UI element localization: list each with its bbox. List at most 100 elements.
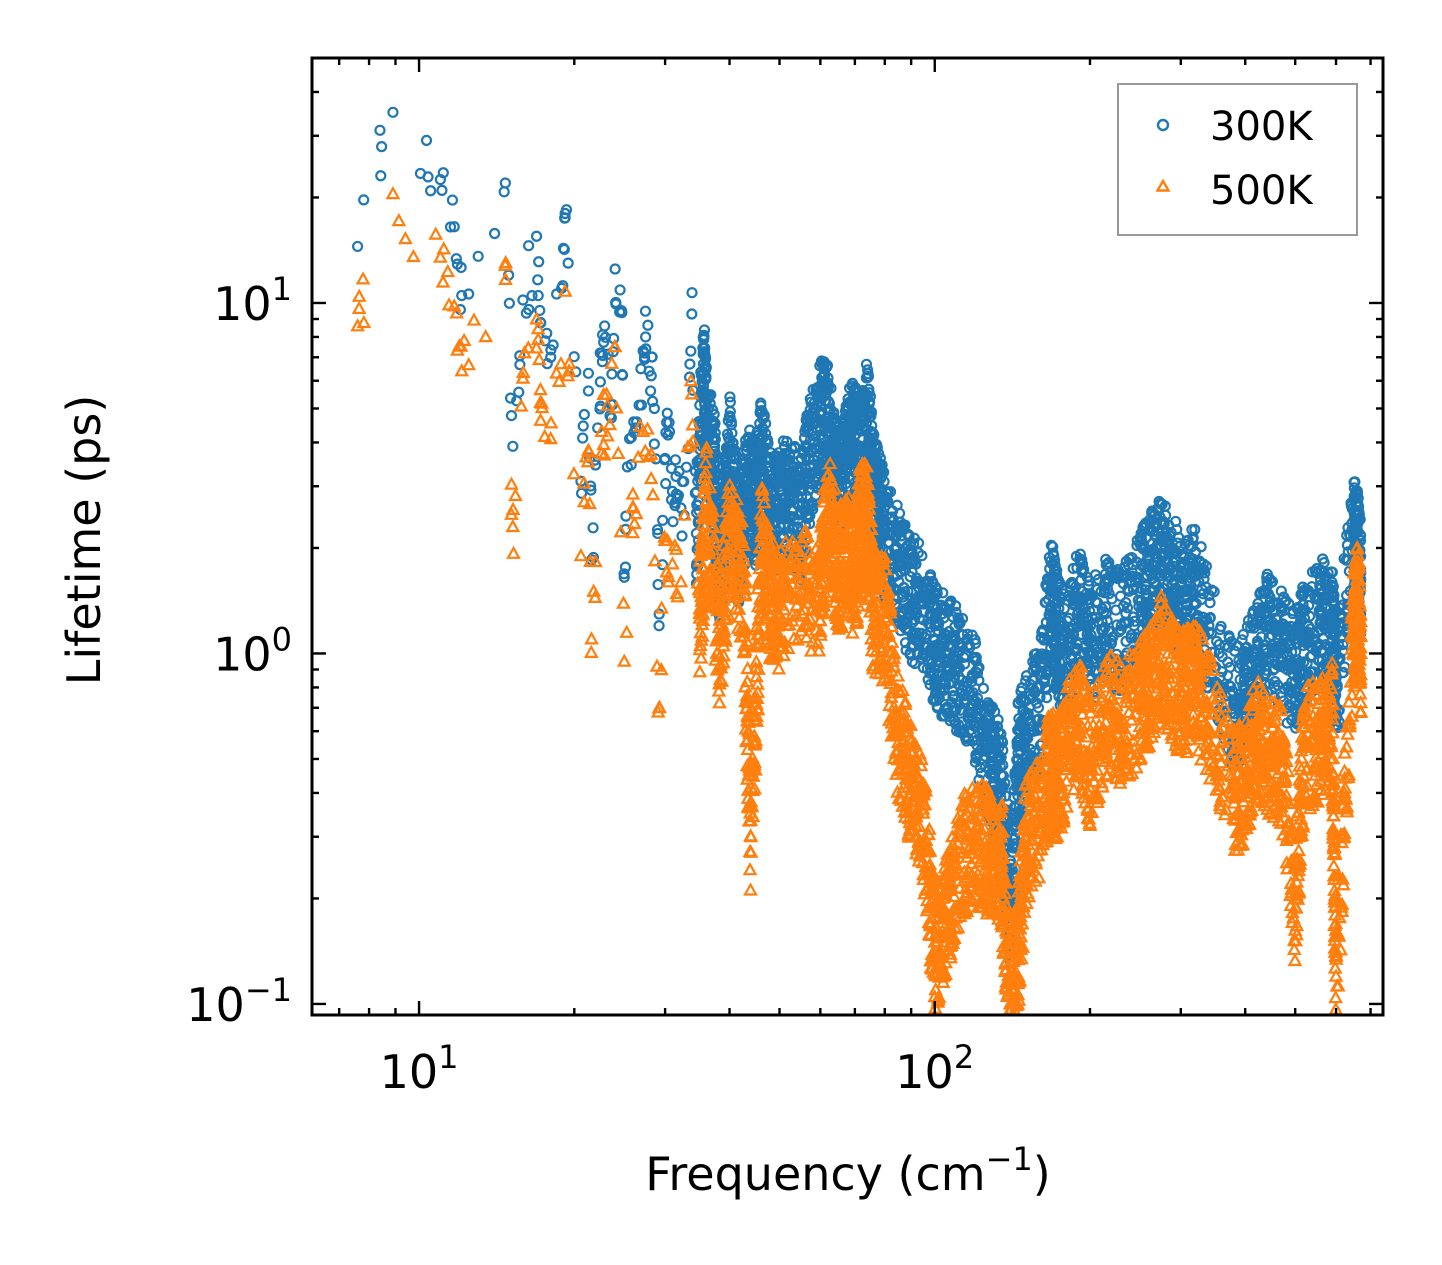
point-300k <box>488 227 501 240</box>
point-300k <box>648 402 661 415</box>
point-500k <box>645 487 661 501</box>
point-300k <box>582 385 595 397</box>
point-300k <box>448 221 460 233</box>
point-300k <box>640 343 652 355</box>
point-500k <box>531 351 547 366</box>
point-300k <box>862 371 874 384</box>
point-500k <box>428 226 444 240</box>
point-500k <box>771 661 787 675</box>
point-500k <box>356 314 372 329</box>
point-300k <box>420 134 433 147</box>
point-300k <box>765 476 778 488</box>
point-300k <box>698 346 710 358</box>
point-300k <box>669 454 682 466</box>
point-500k <box>461 357 477 371</box>
point-300k <box>845 445 857 457</box>
point-300k <box>783 492 795 504</box>
point-500k <box>712 695 727 709</box>
point-500k <box>506 545 521 559</box>
point-300k <box>676 530 688 542</box>
point-300k <box>804 418 816 430</box>
point-300k <box>673 465 685 477</box>
point-300k <box>864 390 877 402</box>
point-500k <box>533 412 548 426</box>
point-300k <box>871 442 883 454</box>
point-300k <box>585 480 597 492</box>
point-500k <box>456 332 472 346</box>
point-300k <box>657 514 669 526</box>
point-300k <box>444 221 457 233</box>
point-300k <box>783 449 796 462</box>
point-500k <box>504 476 519 490</box>
point-300k <box>862 368 874 380</box>
point-300k <box>472 250 484 262</box>
point-300k <box>874 452 886 464</box>
point-300k <box>597 349 609 362</box>
point-300k <box>596 356 608 368</box>
point-300k <box>374 124 386 136</box>
point-500k <box>533 381 548 396</box>
point-500k <box>584 631 599 645</box>
point-300k <box>498 186 510 198</box>
point-500k <box>743 828 758 842</box>
point-300k <box>783 511 795 523</box>
point-300k <box>578 408 590 421</box>
point-300k <box>520 307 532 319</box>
point-300k <box>619 561 632 573</box>
point-300k <box>804 510 816 522</box>
point-300k <box>709 433 721 446</box>
point-300k <box>670 488 682 500</box>
point-300k <box>660 478 672 490</box>
point-300k <box>530 230 543 242</box>
point-500k <box>743 882 758 896</box>
point-300k <box>652 578 664 591</box>
point-300k <box>375 170 387 182</box>
point-300k <box>633 399 645 411</box>
point-300k <box>582 367 595 379</box>
point-300k <box>823 397 835 409</box>
point-300k <box>507 440 519 452</box>
point-500k <box>385 185 401 200</box>
point-300k <box>803 518 816 530</box>
point-300k <box>545 344 557 356</box>
point-300k <box>585 484 597 496</box>
point-500k <box>692 664 708 678</box>
point-300k <box>640 331 652 343</box>
point-300k <box>863 396 875 408</box>
point-500k <box>436 241 452 255</box>
point-300k <box>451 258 463 270</box>
point-300k <box>599 320 611 332</box>
point-300k <box>698 333 710 346</box>
point-300k <box>868 429 880 441</box>
point-500k <box>616 653 632 667</box>
point-300k <box>825 382 837 394</box>
point-500k <box>466 312 482 326</box>
point-500k <box>616 595 631 609</box>
point-500k <box>566 466 582 480</box>
point-500k <box>435 274 451 288</box>
point-300k <box>646 395 659 407</box>
point-300k <box>639 305 652 317</box>
point-300k <box>658 454 671 466</box>
point-300k <box>822 372 834 384</box>
point-300k <box>587 522 599 534</box>
point-300k <box>523 240 535 252</box>
point-300k <box>709 468 721 480</box>
point-300k <box>358 194 370 206</box>
point-300k <box>436 184 448 196</box>
point-300k <box>1195 541 1207 553</box>
point-500k <box>742 862 758 876</box>
point-300k <box>704 397 716 409</box>
point-300k <box>725 451 737 463</box>
point-300k <box>762 437 774 449</box>
point-300k <box>646 351 658 363</box>
point-300k <box>645 385 657 397</box>
point-500k <box>351 288 367 302</box>
point-300k <box>847 438 859 450</box>
point-500k <box>610 445 626 460</box>
point-500k <box>478 328 494 343</box>
point-500k <box>530 321 546 335</box>
point-300k <box>686 308 698 320</box>
point-300k <box>534 304 546 317</box>
point-300k <box>806 478 818 490</box>
